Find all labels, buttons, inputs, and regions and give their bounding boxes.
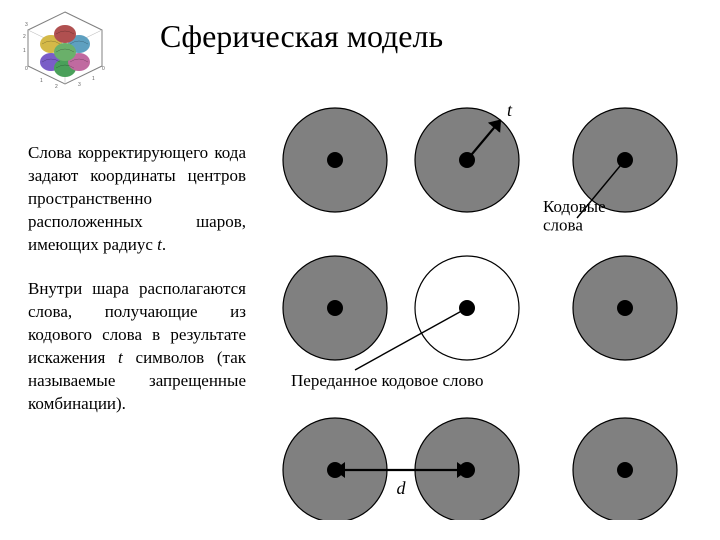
codeword-dot — [617, 462, 633, 478]
svg-text:2: 2 — [23, 34, 26, 40]
label-transmitted: Переданное кодовое слово — [291, 371, 483, 390]
paragraph-2: Внутри шара располагаются слова, получаю… — [28, 278, 246, 416]
codeword-dot — [327, 152, 343, 168]
paragraph-1-part1: Слова корректирующего кода задают коорди… — [28, 143, 246, 254]
label-codewords: Кодовыеслова — [543, 197, 606, 235]
codeword-dot — [617, 300, 633, 316]
paragraph-1-part2: . — [162, 235, 166, 254]
svg-text:1: 1 — [92, 76, 95, 82]
svg-text:0: 0 — [25, 66, 28, 72]
svg-text:1: 1 — [40, 78, 43, 84]
slide-title: Сферическая модель — [160, 18, 680, 55]
label-t: t — [507, 100, 513, 120]
slide: 0 1 2 3 1 0 1 2 3 Сферическая модель Сло… — [0, 0, 720, 540]
paragraph-1: Слова корректирующего кода задают коорди… — [28, 142, 246, 257]
svg-text:3: 3 — [25, 22, 28, 28]
svg-text:1: 1 — [23, 48, 26, 54]
svg-text:2: 2 — [55, 84, 58, 88]
label-d: d — [397, 478, 407, 498]
corner-thumbnail: 0 1 2 3 1 0 1 2 3 — [20, 8, 110, 88]
svg-text:3: 3 — [78, 82, 81, 88]
codeword-dot — [327, 300, 343, 316]
sphere-diagram: t Кодовыеслова Переданное кодовое слово d — [255, 90, 700, 520]
svg-text:0: 0 — [102, 66, 105, 72]
